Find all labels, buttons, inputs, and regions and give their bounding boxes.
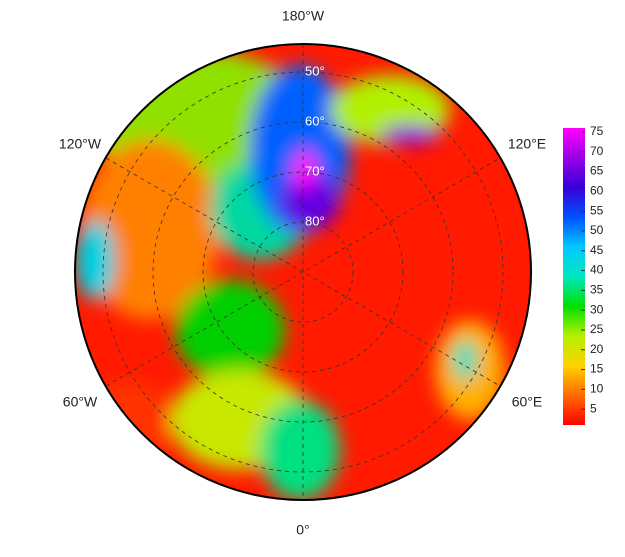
colorbar-tick-label: 75 [590, 124, 604, 138]
latitude-label: 70° [305, 163, 325, 178]
graticule [102, 44, 504, 500]
longitude-label: 120°E [508, 136, 546, 152]
map-boundary [74, 43, 532, 501]
latitude-label: 50° [305, 63, 325, 78]
longitude-label: 180°W [282, 8, 325, 24]
colorbar-tick-label: 5 [590, 401, 597, 415]
latitude-label: 80° [305, 213, 325, 228]
colorbar-tick-label: 70 [590, 144, 604, 158]
colorbar: 5 10 15 20 25 30 35 40 45 50 55 60 65 70 75 [563, 124, 604, 425]
longitude-label: 120°W [59, 136, 102, 152]
longitude-label: 60°W [63, 394, 98, 410]
colorbar-tick-label: 45 [590, 243, 604, 257]
colorbar-tick-label: 40 [590, 263, 604, 277]
colorbar-tick-label: 35 [590, 283, 604, 297]
longitude-label: 60°E [512, 394, 543, 410]
colorbar-tick-label: 15 [590, 362, 604, 376]
colorbar-tick-label: 10 [590, 382, 604, 396]
colorbar-tick-label: 20 [590, 342, 604, 356]
colorbar-tick-label: 55 [590, 203, 604, 217]
longitude-label: 0° [296, 522, 309, 538]
latitude-label: 60° [305, 113, 325, 128]
data-field [75, 44, 531, 500]
colorbar-scale [563, 128, 585, 425]
colorbar-tick-label: 30 [590, 302, 604, 316]
colorbar-tick-label: 25 [590, 322, 604, 336]
colorbar-tick-label: 50 [590, 223, 604, 237]
colorbar-tick-label: 60 [590, 184, 604, 198]
colorbar-tick-label: 65 [590, 164, 604, 178]
